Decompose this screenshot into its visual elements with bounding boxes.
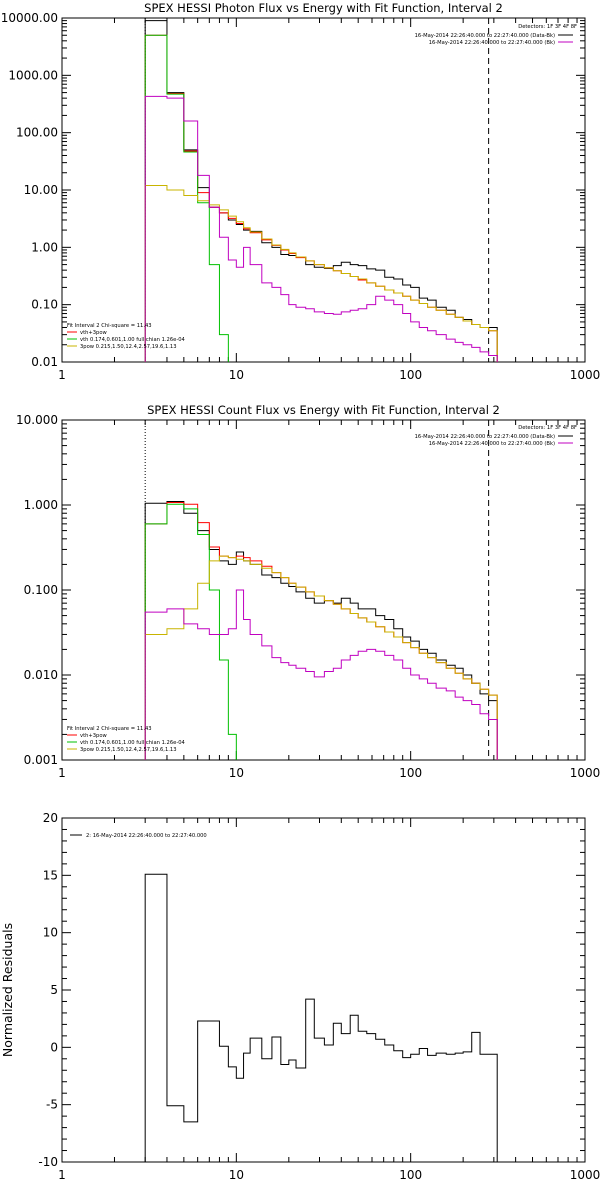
y-tick-label: 0.001 [24, 753, 58, 767]
x-tick-label: 1000 [570, 766, 600, 780]
plot-frame [61, 419, 586, 761]
y-tick-label: 5 [50, 983, 58, 997]
series-vth [144, 34, 498, 362]
fit-legend-entry: vth+3pow [80, 733, 108, 739]
y-axis-label: Normalized Residuals [0, 923, 15, 1057]
series-data-bk [144, 500, 498, 760]
x-tick-label: 1 [58, 1168, 66, 1182]
legend-header: Detectors: 1F 3F 4F 8F [518, 24, 577, 30]
legend-header: Detectors: 1F 3F 4F 8F [518, 425, 577, 431]
series-bk [144, 95, 498, 362]
y-tick-label: 0 [50, 1040, 58, 1054]
series-residuals [144, 873, 498, 1162]
x-tick-label: 10 [229, 1168, 244, 1182]
plot-frame [61, 817, 586, 1163]
x-tick-label: 1 [58, 368, 66, 382]
legend-entry-label: 2: 16-May-2014 22:26:40.000 to 22:27:40.… [86, 833, 207, 839]
fit-legend-header: Fit Interval 2 Chi-square = 11.43 [67, 323, 152, 329]
y-tick-label: 15 [43, 868, 58, 882]
legend-entry-label: 16-May-2014 22:26:40.000 to 22:27:40.000… [429, 441, 555, 447]
chart-3: 1 10 100 1000 -10 -5 0 5 10 15 20 Normalized Residu… [0, 811, 600, 1182]
chart-2: SPEX HESSI Count Flux vs Energy with Fit… [16, 403, 600, 780]
series-3pow [144, 555, 498, 760]
fit-legend-entry: vth 0.174,0.601,1.00 full chian 1.26e-04 [80, 740, 185, 746]
y-tick-label: 10.000 [16, 413, 58, 427]
chart-title: SPEX HESSI Count Flux vs Energy with Fit… [147, 403, 500, 417]
y-tick-label: 0.100 [24, 583, 58, 597]
y-tick-label: 0.10 [31, 298, 58, 312]
fit-legend-entry: 3pow 0.215,1.50,12.4,2.57,19.6,1.13 [80, 747, 177, 753]
y-tick-label: 10 [43, 926, 58, 940]
fit-legend-entry: vth 0.174,0.601,1.00 full chian 1.26e-04 [80, 337, 185, 343]
y-tick-label: 0.010 [24, 668, 58, 682]
x-tick-label: 10 [229, 368, 244, 382]
x-tick-label: 100 [399, 1168, 422, 1182]
y-tick-label: 1.000 [24, 498, 58, 512]
series-3pow [144, 184, 498, 362]
x-tick-label: 100 [399, 766, 422, 780]
fit-legend-entry: vth+3pow [80, 330, 108, 336]
fit-legend-header: Fit Interval 2 Chi-square = 11.43 [67, 726, 152, 732]
legend-entry-label: 16-May-2014 22:26:40.000 to 22:27:40.000… [415, 33, 555, 39]
legend-entry-label: 16-May-2014 22:26:40.000 to 22:27:40.000… [429, 40, 555, 46]
y-tick-label: -10 [38, 1155, 58, 1169]
series-bk [144, 589, 498, 760]
y-tick-label: 1000.00 [8, 68, 58, 82]
legend-entry-label: 16-May-2014 22:26:40.000 to 22:27:40.000… [415, 434, 555, 440]
fit-legend-entry: 3pow 0.215,1.50,12.4,2.57,19.6,1.13 [80, 344, 177, 350]
x-tick-label: 10 [229, 766, 244, 780]
x-tick-label: 1 [58, 766, 66, 780]
y-tick-label: -5 [46, 1098, 58, 1112]
y-tick-label: 100.00 [16, 126, 58, 140]
x-tick-label: 1000 [570, 368, 600, 382]
y-tick-label: 10000.00 [1, 11, 58, 25]
plot-frame [61, 17, 586, 363]
series-vth [144, 503, 498, 760]
y-tick-label: 20 [43, 811, 58, 825]
y-tick-label: 1.00 [31, 240, 58, 254]
x-tick-label: 100 [399, 368, 422, 382]
chart-title: SPEX HESSI Photon Flux vs Energy with Fi… [144, 1, 503, 15]
y-tick-label: 0.01 [31, 355, 58, 369]
y-tick-label: 10.00 [24, 183, 58, 197]
chart-1: SPEX HESSI Photon Flux vs Energy with Fi… [1, 1, 600, 382]
series-vth-3pow [144, 502, 498, 760]
x-tick-label: 1000 [570, 1168, 600, 1182]
